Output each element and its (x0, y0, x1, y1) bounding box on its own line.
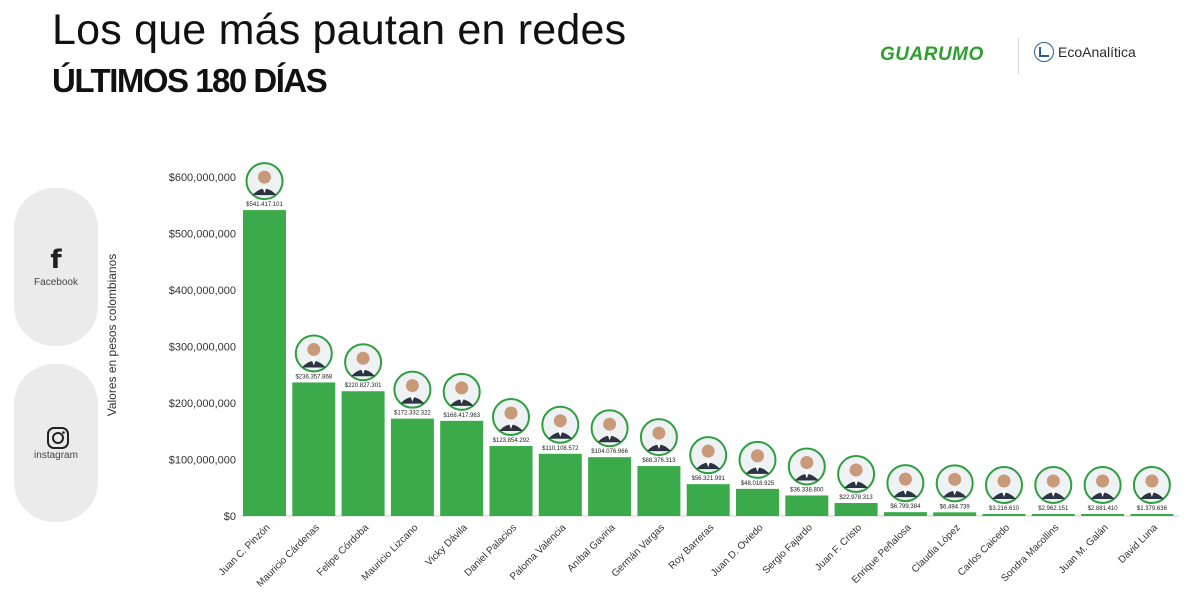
bar-value-label: $6.494.739 (940, 504, 971, 510)
person-avatar-icon (541, 405, 580, 444)
ecoanalitica-label: EcoAnalítica (1058, 44, 1136, 60)
y-tick-label: $200,000,000 (169, 398, 236, 410)
bar[interactable] (243, 210, 286, 516)
person-avatar-icon (344, 343, 383, 382)
page-title: Los que más pautan en redes (52, 6, 627, 54)
x-tick-label: Claudia López (910, 522, 963, 575)
bar[interactable] (736, 488, 779, 516)
bar-value-label: $2.881.410 (1088, 506, 1119, 512)
bar-value-label: $6.799.384 (890, 504, 921, 510)
instagram-button[interactable]: instagram (14, 364, 98, 522)
bar-value-label: $123.854.292 (493, 438, 530, 444)
bar-value-label: $3.216.610 (989, 506, 1020, 512)
bar[interactable] (1130, 514, 1174, 516)
x-tick-label: David Luna (1116, 522, 1160, 566)
y-tick-label: $600,000,000 (169, 172, 236, 184)
person-avatar-icon (1034, 466, 1073, 504)
x-tick-label: Roy Barreras (667, 522, 716, 571)
y-tick-label: $100,000,000 (169, 455, 236, 467)
x-tick-label: Felipe Córdoba (315, 522, 371, 578)
person-avatar-icon (1132, 466, 1171, 504)
x-tick-label: Aníbal Gaviria (566, 522, 618, 574)
x-tick-label: Vicky Dávila (424, 522, 470, 568)
bar-value-label: $48.018.925 (741, 481, 775, 487)
x-tick-label: Juan M. Galán (1057, 522, 1111, 576)
person-avatar-icon (738, 440, 777, 479)
person-avatar-icon (590, 409, 629, 448)
bar[interactable] (834, 503, 878, 516)
person-avatar-icon (837, 455, 876, 494)
y-tick-label: $500,000,000 (169, 229, 236, 241)
bar-value-label: $172.332.322 (394, 411, 431, 417)
bar-value-label: $541.417.101 (246, 202, 283, 208)
person-avatar-icon (492, 398, 530, 437)
person-avatar-icon (294, 334, 333, 373)
person-avatar-icon (1083, 466, 1122, 504)
person-avatar-icon (442, 372, 481, 411)
bar[interactable] (292, 382, 336, 516)
bar-value-label: $220.827.301 (345, 383, 382, 389)
x-tick-label: Juan F. Cristo (813, 522, 864, 573)
facebook-label: Facebook (34, 276, 78, 288)
bar[interactable] (785, 495, 829, 516)
bar[interactable] (489, 446, 533, 516)
bar[interactable] (1031, 514, 1075, 516)
bar-value-label: $2.962.151 (1038, 506, 1069, 512)
person-avatar-icon (639, 418, 678, 457)
person-avatar-icon (787, 447, 826, 486)
person-avatar-icon (393, 370, 432, 409)
bar[interactable] (341, 391, 385, 516)
bar-value-label: $36.338.800 (790, 487, 824, 493)
bar[interactable] (588, 457, 632, 516)
person-avatar-icon (689, 436, 728, 475)
x-tick-label: Juan C. Pinzón (217, 522, 273, 578)
bar-value-label: $168.417.963 (443, 413, 480, 419)
instagram-label: instagram (34, 449, 78, 461)
bar[interactable] (1081, 514, 1125, 516)
person-avatar-icon (886, 464, 925, 503)
person-avatar-icon (935, 464, 974, 503)
person-avatar-icon (985, 466, 1023, 504)
y-tick-label: $300,000,000 (169, 342, 236, 354)
bar[interactable] (686, 484, 730, 516)
ecoanalitica-logo: EcoAnalítica (1034, 42, 1136, 62)
bar[interactable] (933, 512, 977, 516)
y-tick-label: $400,000,000 (169, 285, 236, 297)
instagram-icon (46, 426, 69, 449)
bar-value-label: $1.379.636 (1137, 506, 1168, 512)
brand-divider (1018, 38, 1019, 74)
facebook-button[interactable]: f Facebook (14, 188, 98, 346)
page-subtitle: ÚLTIMOS 180 DÍAS (52, 62, 328, 99)
bar-value-label: $236.357.868 (295, 374, 332, 380)
y-tick-label: $0 (224, 511, 236, 523)
person-avatar-icon (245, 162, 284, 201)
x-tick-label: Juan D. Oviedo (709, 522, 766, 579)
bar[interactable] (637, 466, 681, 516)
x-tick-label: Sergio Fajardo (761, 522, 815, 576)
bar-value-label: $56.321.991 (692, 476, 726, 482)
bar[interactable] (982, 514, 1026, 516)
bar-value-label: $104.076.966 (591, 449, 628, 455)
bar-value-label: $110.108.572 (542, 446, 579, 452)
facebook-icon: f (50, 244, 62, 275)
bar-value-label: $88.376.313 (642, 458, 676, 464)
bar[interactable] (390, 418, 434, 516)
bar[interactable] (440, 420, 484, 516)
bar[interactable] (883, 512, 927, 516)
x-tick-label: Germán Vargas (610, 522, 667, 579)
bar-value-label: $22.978.313 (839, 495, 873, 501)
guarumo-logo: GUARUMO (880, 44, 984, 65)
ecoanalitica-icon (1034, 42, 1054, 62)
x-tick-label: Daniel Palacios (463, 522, 520, 579)
x-tick-label: Carlos Caicedo (956, 522, 1012, 578)
bar[interactable] (538, 453, 582, 516)
